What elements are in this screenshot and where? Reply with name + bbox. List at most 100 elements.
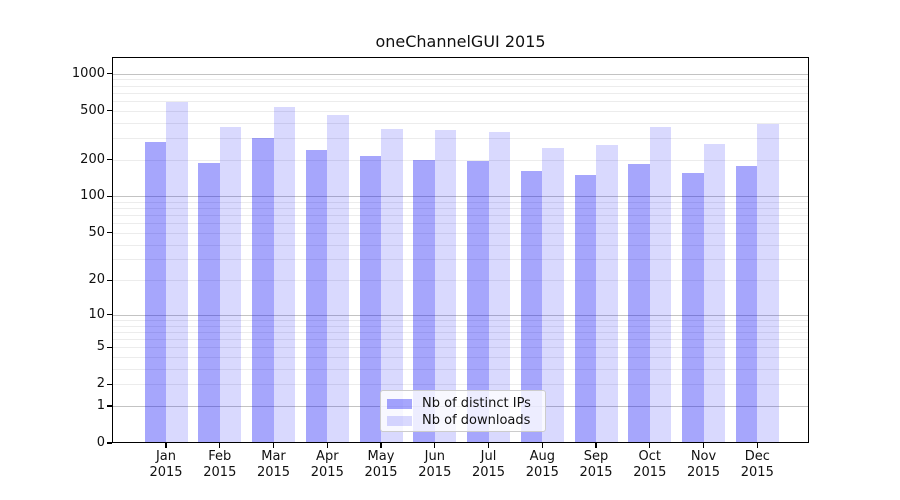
x-tick-label-nov-2015: Nov 2015 [686, 449, 721, 480]
y-tick-label-0: 0 [96, 435, 105, 450]
bar-distinct-ips-dec-2015 [735, 166, 758, 443]
gridline-30 [112, 259, 809, 261]
y-tick-mark-0 [107, 442, 112, 444]
y-tick-label-5: 5 [96, 339, 105, 355]
gridline-7 [112, 331, 809, 333]
x-tick-label-dec-2015: Dec 2015 [740, 449, 774, 480]
gridline-8 [112, 325, 809, 327]
plot-area: Nb of distinct IPs Nb of downloads [112, 57, 809, 443]
y-tick-mark-200 [107, 158, 112, 161]
gridline-90 [112, 201, 809, 203]
bar-downloads-jun-2015 [434, 130, 457, 443]
bar-distinct-ips-mar-2015 [252, 137, 274, 443]
x-tick-label-aug-2015: Aug 2015 [525, 449, 559, 480]
x-tick-label-apr-2015: Apr 2015 [310, 449, 344, 480]
gridline-4 [112, 357, 809, 358]
legend-label-downloads: Nb of downloads [422, 413, 531, 428]
bar-downloads-dec-2015 [757, 123, 779, 443]
gridline-900 [112, 79, 809, 81]
y-tick-label-20: 20 [88, 272, 105, 288]
x-tick-mark-1 [165, 443, 167, 448]
bar-downloads-oct-2015 [649, 127, 672, 443]
x-tick-mark-2 [219, 443, 221, 448]
y-tick-label-500: 500 [80, 102, 105, 118]
bar-downloads-feb-2015 [219, 126, 242, 443]
bar-downloads-mar-2015 [273, 107, 295, 443]
x-tick-mark-10 [649, 443, 651, 448]
bar-distinct-ips-jan-2015 [144, 141, 166, 443]
bar-downloads-aug-2015 [542, 147, 564, 443]
legend-swatch-downloads [387, 415, 412, 426]
x-tick-mark-11 [702, 443, 705, 448]
bar-downloads-jul-2015 [488, 132, 510, 443]
gridline-60 [112, 223, 809, 225]
gridline-500 [112, 110, 809, 112]
bar-distinct-ips-feb-2015 [198, 163, 220, 443]
gridline-800 [112, 85, 809, 87]
y-tick-mark-5 [107, 346, 112, 348]
gridline-2 [112, 384, 809, 386]
bar-distinct-ips-nov-2015 [682, 173, 704, 443]
x-tick-mark-9 [595, 443, 597, 448]
gridline-5 [112, 347, 809, 349]
legend-label-distinct-ips: Nb of distinct IPs [422, 396, 531, 411]
bar-distinct-ips-jun-2015 [413, 160, 435, 443]
x-tick-label-jul-2015: Jul 2015 [471, 449, 506, 480]
bar-distinct-ips-may-2015 [359, 155, 381, 443]
y-tick-label-200: 200 [80, 151, 105, 167]
gridline-10 [112, 314, 809, 316]
gridline-80 [112, 208, 809, 210]
y-tick-mark-100 [107, 195, 112, 197]
bar-distinct-ips-apr-2015 [305, 150, 328, 443]
bar-distinct-ips-aug-2015 [520, 171, 543, 443]
x-tick-label-jun-2015: Jun 2015 [418, 449, 452, 480]
x-tick-label-may-2015: May 2015 [364, 449, 398, 480]
y-tick-label-1: 1 [96, 397, 105, 413]
x-tick-mark-6 [434, 443, 436, 448]
bar-downloads-apr-2015 [327, 115, 349, 443]
gridline-700 [112, 92, 809, 94]
y-tick-label-2: 2 [96, 376, 105, 392]
y-tick-mark-10 [107, 314, 112, 316]
y-tick-mark-500 [107, 110, 112, 112]
gridline-600 [112, 100, 809, 102]
gridline-70 [112, 215, 809, 217]
legend-item-distinct-ips: Nb of distinct IPs [387, 395, 537, 412]
bar-distinct-ips-jul-2015 [467, 161, 489, 443]
y-tick-label-10: 10 [88, 306, 105, 322]
x-tick-mark-5 [380, 443, 382, 448]
legend: Nb of distinct IPs Nb of downloads [380, 390, 546, 432]
bar-distinct-ips-oct-2015 [628, 164, 650, 443]
x-tick-label-mar-2015: Mar 2015 [256, 449, 291, 480]
gridline-50 [112, 232, 809, 234]
gridline-3 [112, 368, 809, 370]
bar-downloads-may-2015 [381, 129, 403, 443]
gridline-1000 [112, 73, 809, 75]
x-tick-label-jan-2015: Jan 2015 [149, 449, 183, 480]
y-tick-label-1000: 1000 [71, 65, 105, 81]
x-tick-mark-4 [326, 443, 328, 448]
x-tick-mark-7 [487, 443, 490, 448]
bar-distinct-ips-sep-2015 [574, 174, 596, 443]
legend-swatch-distinct-ips [387, 398, 412, 409]
gridline-200 [112, 159, 809, 161]
gridline-400 [112, 122, 809, 124]
x-tick-label-feb-2015: Feb 2015 [203, 449, 237, 480]
gridline-9 [112, 319, 809, 321]
x-tick-mark-12 [756, 443, 758, 448]
gridline-300 [112, 137, 809, 139]
x-tick-mark-8 [541, 443, 543, 448]
y-tick-label-50: 50 [88, 224, 105, 240]
bar-downloads-nov-2015 [703, 143, 725, 443]
gridline-20 [112, 280, 809, 282]
bar-downloads-jan-2015 [166, 101, 188, 443]
y-tick-mark-20 [107, 279, 112, 281]
x-tick-label-sep-2015: Sep 2015 [579, 449, 613, 480]
gridline-40 [112, 244, 809, 246]
y-tick-mark-1 [107, 405, 112, 407]
gridline-100 [112, 196, 809, 198]
y-tick-mark-50 [107, 232, 112, 234]
bar-downloads-sep-2015 [596, 144, 618, 443]
gridline-6 [112, 339, 809, 340]
